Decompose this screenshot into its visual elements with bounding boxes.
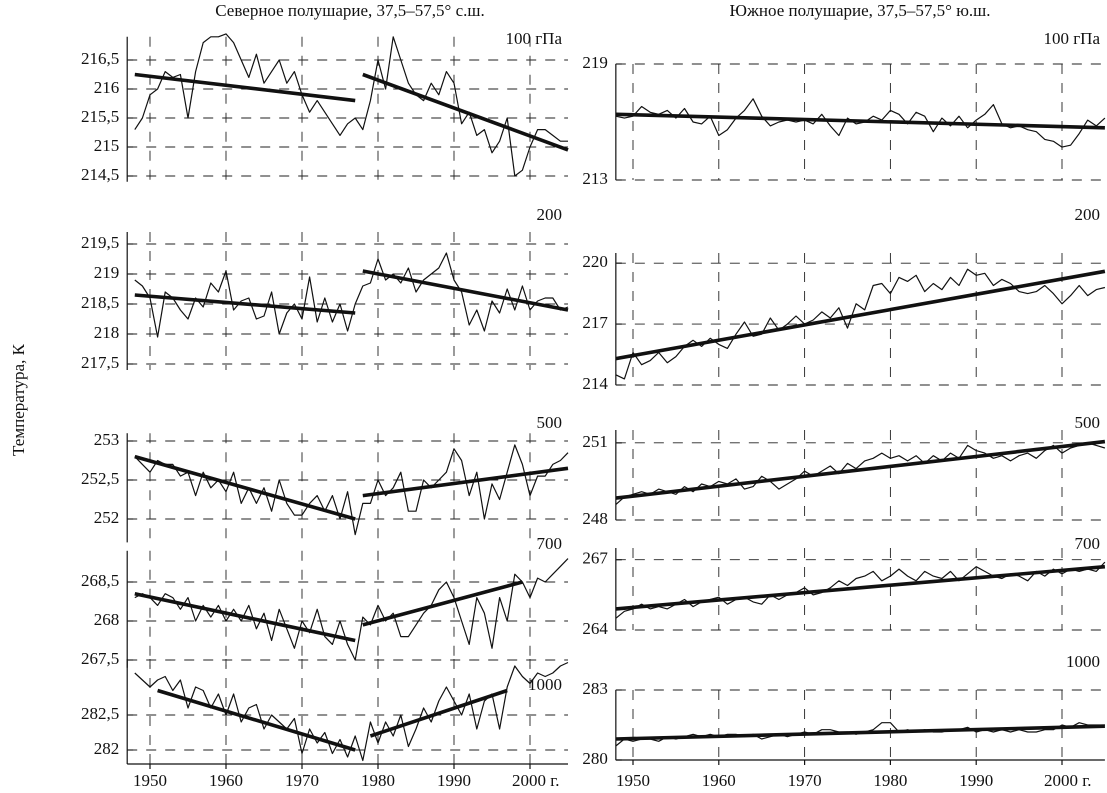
temperature-line	[134, 661, 569, 762]
x-tick-label: 1990	[959, 771, 993, 790]
trend-line	[157, 688, 356, 752]
y-tick-label: 214,5	[81, 165, 119, 184]
temperature-line	[615, 561, 1106, 619]
level-label: 200	[1075, 205, 1101, 224]
level-label: 200	[537, 205, 563, 224]
level-label: 700	[537, 534, 563, 553]
y-tick-label: 218	[94, 323, 120, 342]
y-tick-label: 253	[94, 430, 120, 449]
trend-line	[615, 439, 1106, 500]
trend-line	[615, 564, 1106, 611]
y-tick-label: 267,5	[81, 649, 119, 668]
trend-line	[134, 591, 356, 643]
y-tick-label: 217,5	[81, 353, 119, 372]
panel-title: Северное полушарие, 37,5–57,5° с.ш.	[215, 1, 485, 20]
y-tick-label: 216	[94, 78, 120, 97]
x-tick-label: 1990	[437, 771, 471, 790]
y-tick-label: 264	[582, 619, 608, 638]
panel-title: Южное полушарие, 37,5–57,5° ю.ш.	[729, 1, 990, 20]
level-label: 100 гПа	[1043, 29, 1100, 48]
x-tick-label: 1960	[209, 771, 243, 790]
y-tick-label: 252	[94, 508, 120, 527]
y-tick-label: 215	[94, 136, 120, 155]
x-tick-label: 2000 г.	[512, 771, 560, 790]
y-tick-label: 218,5	[81, 293, 119, 312]
trend-line	[134, 454, 356, 521]
temperature-line	[134, 558, 569, 661]
y-tick-label: 251	[582, 432, 608, 451]
x-tick-label: 1970	[788, 771, 822, 790]
level-label: 100 гПа	[505, 29, 562, 48]
temperature-line	[615, 442, 1106, 506]
y-tick-label: 282,5	[81, 704, 119, 723]
x-tick-label: 1950	[133, 771, 167, 790]
level-label: 1000	[1066, 652, 1100, 671]
x-tick-label: 1960	[702, 771, 736, 790]
y-tick-label: 282	[94, 739, 120, 758]
y-tick-label: 217	[582, 313, 608, 332]
y-tick-label: 268	[94, 610, 120, 629]
y-tick-label: 280	[582, 749, 608, 768]
trend-line	[362, 72, 569, 152]
level-label: 500	[1075, 413, 1101, 432]
x-tick-label: 1980	[873, 771, 907, 790]
temperature-line	[615, 98, 1106, 148]
y-axis-label: Температура, К	[9, 343, 28, 456]
x-tick-label: 2000 г.	[1044, 771, 1092, 790]
y-tick-label: 283	[582, 679, 608, 698]
trend-line	[615, 112, 1105, 130]
y-tick-label: 267	[582, 549, 608, 568]
temperature-line	[134, 444, 569, 536]
y-tick-label: 215,5	[81, 107, 119, 126]
trend-line	[369, 688, 508, 738]
y-tick-label: 216,5	[81, 49, 119, 68]
trend-line	[134, 72, 356, 103]
trend-line	[362, 269, 569, 312]
x-tick-label: 1970	[285, 771, 319, 790]
level-label: 1000	[528, 675, 562, 694]
trend-line	[615, 724, 1105, 741]
temperature-line	[134, 33, 568, 177]
y-tick-label: 252,5	[81, 469, 119, 488]
y-tick-label: 214	[582, 374, 608, 393]
x-tick-label: 1980	[361, 771, 395, 790]
temperature-line	[134, 252, 569, 338]
trend-line	[134, 293, 356, 315]
y-tick-label: 219	[582, 53, 608, 72]
level-label: 700	[1075, 534, 1101, 553]
x-tick-label: 1950	[616, 771, 650, 790]
trend-line	[615, 269, 1106, 361]
y-tick-label: 219,5	[81, 233, 119, 252]
trend-line	[362, 580, 523, 627]
level-label: 500	[537, 413, 563, 432]
y-tick-label: 219	[94, 263, 120, 282]
y-tick-label: 248	[582, 509, 608, 528]
trend-line	[362, 466, 569, 498]
y-tick-label: 220	[582, 252, 608, 271]
y-tick-label: 213	[582, 169, 608, 188]
y-tick-label: 268,5	[81, 571, 119, 590]
